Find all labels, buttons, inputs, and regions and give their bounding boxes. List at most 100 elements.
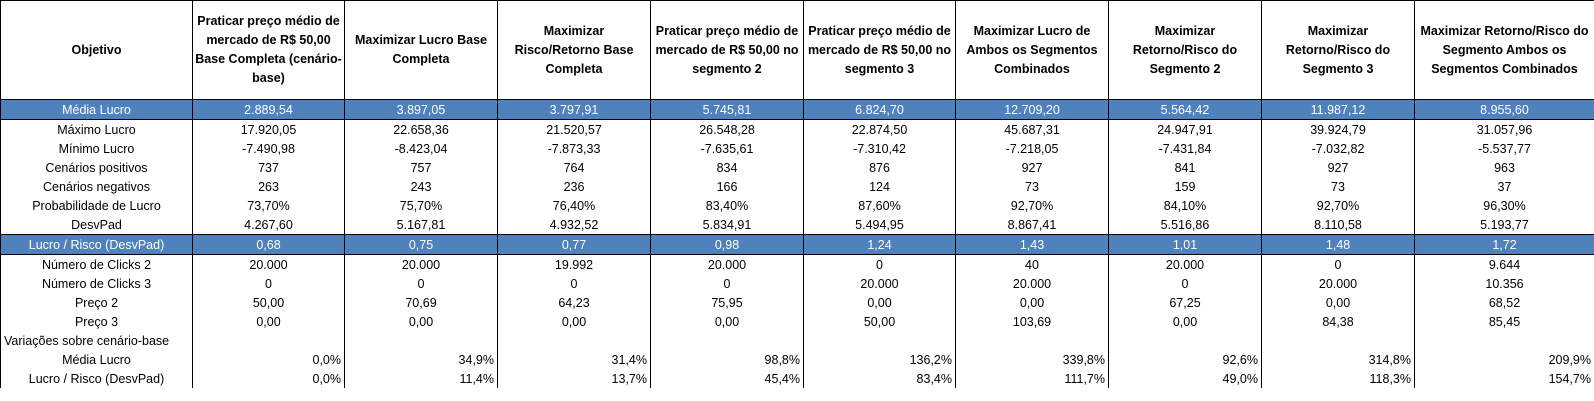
cell-value: 5.564,42	[1108, 99, 1262, 120]
cell-value: 34,9%	[344, 350, 498, 369]
cell-value: 6.824,70	[803, 99, 956, 120]
cell-value: 92,70%	[955, 196, 1109, 215]
row-label: Probabilidade de Lucro	[0, 196, 193, 215]
table-row-clicks-3: Número de Clicks 3 0 0 0 0 20.000 20.000…	[0, 274, 1594, 293]
row-label: Cenários negativos	[0, 177, 193, 196]
cell-value: 0	[1108, 274, 1262, 293]
cell-value: 31,4%	[497, 350, 651, 369]
cell-value: 92,6%	[1108, 350, 1262, 369]
cell-value: 20.000	[1108, 254, 1262, 274]
cell-value: 68,52	[1414, 293, 1594, 312]
cell-value: 757	[344, 158, 498, 177]
cell-value: 737	[192, 158, 345, 177]
cell-value: 73	[955, 177, 1109, 196]
cell-value: 236	[497, 177, 651, 196]
cell-value: 45.687,31	[955, 119, 1109, 139]
cell-value: 24.947,91	[1108, 119, 1262, 139]
cell-value: 209,9%	[1414, 350, 1594, 369]
row-label: Lucro / Risco (DesvPad)	[0, 234, 193, 255]
cell-value: 84,38	[1261, 312, 1415, 331]
cell-value: 19.992	[497, 254, 651, 274]
cell-value: 5.494,95	[803, 215, 956, 235]
cell-value: 0	[497, 274, 651, 293]
cell-value: 85,45	[1414, 312, 1594, 331]
cell-value: 0,77	[497, 234, 651, 255]
table-row-cenarios-negativos: Cenários negativos 263 243 236 166 124 7…	[0, 177, 1594, 196]
cell-value: 876	[803, 158, 956, 177]
cell-value: -7.310,42	[803, 139, 956, 158]
row-label: Lucro / Risco (DesvPad)	[0, 369, 193, 388]
results-table: Objetivo Praticar preço médio de mercado…	[0, 0, 1594, 388]
table-row-preco-2: Preço 2 50,00 70,69 64,23 75,95 0,00 0,0…	[0, 293, 1594, 312]
header-row: Objetivo Praticar preço médio de mercado…	[0, 0, 1594, 100]
cell-value: 3.797,91	[497, 99, 651, 120]
cell-value: 927	[1261, 158, 1415, 177]
cell-value: 1,01	[1108, 234, 1262, 255]
cell-value: 96,30%	[1414, 196, 1594, 215]
cell-value: 70,69	[344, 293, 498, 312]
cell-value: 8.867,41	[955, 215, 1109, 235]
cell-value: 11.987,12	[1261, 99, 1415, 120]
scenario-header: Maximizar Retorno/Risco do Segmento 2	[1108, 0, 1262, 100]
cell-value: 20.000	[344, 254, 498, 274]
cell-value: -7.032,82	[1261, 139, 1415, 158]
cell-value: -7.873,33	[497, 139, 651, 158]
row-label: Mínimo Lucro	[0, 139, 193, 158]
cell-value: 12.709,20	[955, 99, 1109, 120]
cell-value: 67,25	[1108, 293, 1262, 312]
cell-value: 83,4%	[803, 369, 956, 388]
cell-value: -7.431,84	[1108, 139, 1262, 158]
cell-value: 8.955,60	[1414, 99, 1594, 120]
cell-value: 4.267,60	[192, 215, 345, 235]
table-row-media-lucro: Média Lucro 2.889,54 3.897,05 3.797,91 5…	[0, 99, 1594, 120]
cell-value: 0,00	[344, 312, 498, 331]
cell-value: 0,00	[192, 312, 345, 331]
cell-value: 17.920,05	[192, 119, 345, 139]
cell-value: 1,24	[803, 234, 956, 255]
cell-value: 1,72	[1414, 234, 1594, 255]
cell-value: 841	[1108, 158, 1262, 177]
cell-value: 39.924,79	[1261, 119, 1415, 139]
cell-value: 111,7%	[955, 369, 1109, 388]
cell-value: 8.110,58	[1261, 215, 1415, 235]
cell-value: 50,00	[803, 312, 956, 331]
cell-value: 83,40%	[650, 196, 804, 215]
table-row-minimo-lucro: Mínimo Lucro -7.490,98 -8.423,04 -7.873,…	[0, 139, 1594, 158]
cell-value: 0,75	[344, 234, 498, 255]
cell-value: 339,8%	[955, 350, 1109, 369]
cell-value: 159	[1108, 177, 1262, 196]
cell-value: 0,00	[1261, 293, 1415, 312]
cell-value: 136,2%	[803, 350, 956, 369]
cell-value: 0,00	[803, 293, 956, 312]
scenario-header: Maximizar Retorno/Risco do Segmento 3	[1261, 0, 1415, 100]
cell-value: 73,70%	[192, 196, 345, 215]
row-label: Número de Clicks 3	[0, 274, 193, 293]
cell-value: 98,8%	[650, 350, 804, 369]
cell-value: 314,8%	[1261, 350, 1415, 369]
cell-value: 22.658,36	[344, 119, 498, 139]
table-row-lucro-risco: Lucro / Risco (DesvPad) 0,68 0,75 0,77 0…	[0, 234, 1594, 255]
cell-value: 263	[192, 177, 345, 196]
row-label: Média Lucro	[0, 350, 193, 369]
table-row-clicks-2: Número de Clicks 2 20.000 20.000 19.992 …	[0, 254, 1594, 274]
cell-value: 0	[192, 274, 345, 293]
row-label: DesvPad	[0, 215, 193, 235]
cell-value: 243	[344, 177, 498, 196]
cell-value: 0,00	[497, 312, 651, 331]
cell-value: 50,00	[192, 293, 345, 312]
cell-value: -7.218,05	[955, 139, 1109, 158]
scenario-header: Maximizar Lucro Base Completa	[344, 0, 498, 100]
cell-value: 0	[650, 274, 804, 293]
cell-value: 103,69	[955, 312, 1109, 331]
cell-value: 118,3%	[1261, 369, 1415, 388]
scenario-header: Maximizar Risco/Retorno Base Completa	[497, 0, 651, 100]
cell-value: 963	[1414, 158, 1594, 177]
row-label: Número de Clicks 2	[0, 254, 193, 274]
table-row-var-media-lucro: Média Lucro 0,0% 34,9% 31,4% 98,8% 136,2…	[0, 350, 1594, 369]
cell-value: 75,95	[650, 293, 804, 312]
cell-value: 49,0%	[1108, 369, 1262, 388]
cell-value: 0	[1261, 254, 1415, 274]
cell-value: 834	[650, 158, 804, 177]
cell-value: 1,43	[955, 234, 1109, 255]
cell-value: 11,4%	[344, 369, 498, 388]
